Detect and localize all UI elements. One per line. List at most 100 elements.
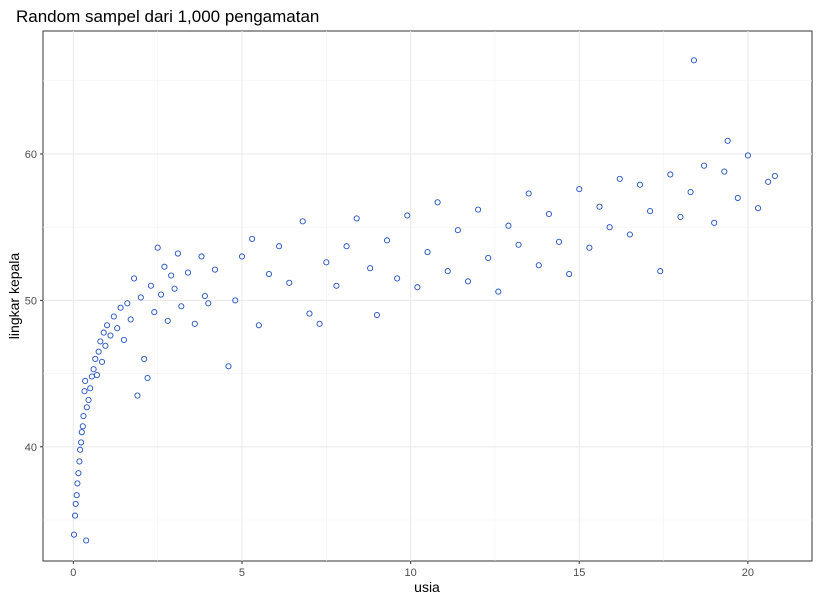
data-point <box>299 218 306 225</box>
y-tick-label: 60 <box>25 149 37 161</box>
data-point <box>323 259 330 266</box>
data-point <box>586 244 593 251</box>
y-axis-label: lingkar kepala <box>6 253 22 340</box>
data-point <box>454 227 461 234</box>
data-point <box>134 392 141 399</box>
data-point <box>225 363 232 370</box>
data-point <box>147 282 154 289</box>
data-point <box>100 329 107 336</box>
data-point <box>184 269 192 276</box>
data-point <box>73 492 80 499</box>
data-point <box>485 254 492 261</box>
data-point <box>75 470 82 477</box>
data-point <box>636 181 644 188</box>
data-point <box>255 322 262 329</box>
data-point <box>178 303 185 310</box>
data-point <box>383 237 391 244</box>
data-point <box>82 377 89 384</box>
data-point <box>667 171 674 178</box>
data-point <box>104 322 111 329</box>
data-point <box>711 219 718 226</box>
data-point <box>77 446 84 453</box>
data-point <box>690 57 698 64</box>
data-point <box>373 311 380 319</box>
data-point <box>120 336 127 343</box>
data-point <box>721 168 728 175</box>
data-point <box>161 263 168 270</box>
data-point <box>316 320 323 327</box>
data-point <box>78 439 85 446</box>
data-point <box>353 215 360 222</box>
data-point <box>333 282 340 289</box>
data-point <box>157 291 165 298</box>
x-tick-label: 15 <box>573 567 585 579</box>
data-point <box>414 284 421 291</box>
x-axis-ticks: 0 5 10 15 20 <box>70 561 754 579</box>
data-point <box>265 270 273 278</box>
data-point <box>238 253 246 260</box>
data-points <box>70 57 778 544</box>
data-point <box>616 175 623 182</box>
data-point <box>434 199 441 206</box>
x-tick-label: 10 <box>405 567 417 579</box>
data-point <box>343 243 350 250</box>
data-point <box>93 372 101 379</box>
data-point <box>555 238 563 245</box>
data-point <box>78 429 85 436</box>
data-point <box>367 265 374 272</box>
data-point <box>124 300 131 307</box>
data-point <box>191 320 198 327</box>
data-point <box>151 309 158 316</box>
data-point <box>606 224 613 231</box>
y-tick-label: 40 <box>25 442 37 454</box>
data-point <box>232 297 239 304</box>
data-point <box>79 423 86 430</box>
x-tick-label: 20 <box>742 567 754 579</box>
data-point <box>566 270 573 278</box>
data-point <box>85 396 92 404</box>
data-point <box>276 243 283 250</box>
data-point <box>701 162 708 169</box>
data-point <box>154 244 161 251</box>
data-point <box>137 294 144 301</box>
data-point <box>72 500 79 507</box>
data-point <box>515 241 522 248</box>
data-point <box>117 304 124 311</box>
data-point <box>201 292 208 300</box>
data-point <box>286 279 293 286</box>
data-point <box>83 404 90 411</box>
data-point <box>677 213 684 220</box>
data-point <box>71 512 79 519</box>
data-point <box>127 316 134 323</box>
data-point <box>76 458 83 465</box>
data-point <box>83 537 90 544</box>
data-point <box>131 275 138 282</box>
data-point <box>647 208 654 215</box>
data-point <box>168 272 175 279</box>
data-point <box>171 285 178 292</box>
data-point <box>754 205 762 212</box>
data-point <box>771 172 778 179</box>
data-point <box>687 188 694 196</box>
data-point <box>90 366 97 373</box>
data-point <box>164 317 171 324</box>
data-point <box>596 203 603 210</box>
data-point <box>98 358 106 365</box>
data-point <box>70 531 78 538</box>
data-point <box>734 194 741 201</box>
chart-title: Random sampel dari 1,000 pengamatan <box>16 7 319 26</box>
data-point <box>144 374 151 382</box>
x-tick-label: 5 <box>239 567 245 579</box>
data-point <box>174 250 181 257</box>
data-point <box>141 355 148 363</box>
plot-panel <box>42 30 813 562</box>
data-point <box>576 186 583 193</box>
data-point <box>464 278 472 285</box>
data-point <box>404 212 411 219</box>
data-point <box>475 206 482 213</box>
data-point <box>394 275 401 282</box>
data-point <box>87 385 94 392</box>
data-point <box>97 338 104 345</box>
data-point <box>424 249 431 256</box>
